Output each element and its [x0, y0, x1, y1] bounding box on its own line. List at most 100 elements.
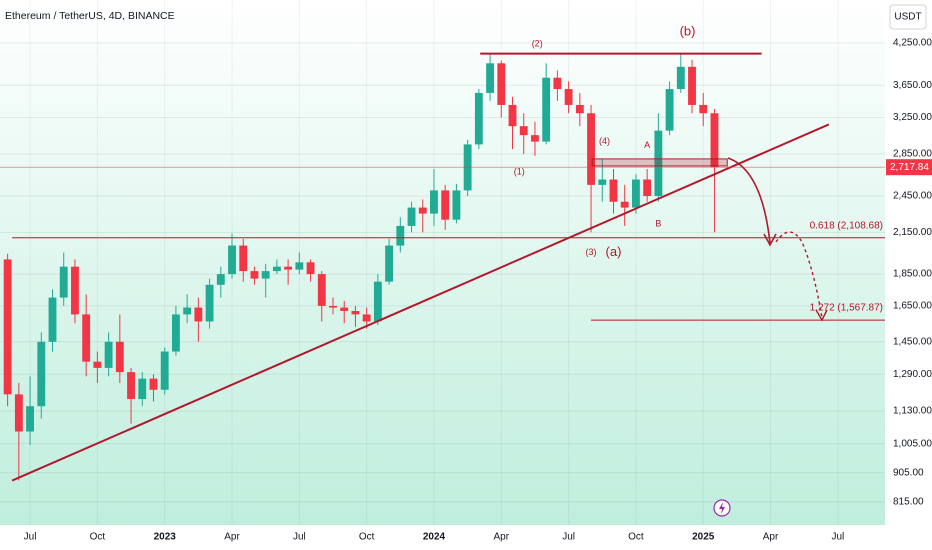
wave-label: (3) [586, 247, 597, 257]
candle-body [598, 179, 607, 185]
last-price-label: 2,717.84 [890, 162, 929, 173]
y-tick-label: 1,290.00 [893, 369, 932, 380]
y-tick-label: 1,005.00 [893, 438, 932, 449]
candle-body [284, 266, 293, 270]
candle-body [542, 77, 551, 142]
x-tick-label: Jul [24, 532, 37, 543]
candle-body [676, 66, 685, 90]
drawings: 0.618 (2,108.68) 1.272 (1,567.87) (2) (b) (1… [0, 23, 885, 482]
candle-body [250, 271, 259, 279]
candle-body [228, 245, 236, 275]
x-tick-label: 2024 [423, 532, 446, 543]
wave-label: (2) [532, 39, 543, 49]
x-tick-label: Oct [628, 532, 644, 543]
wave-label: B [655, 218, 661, 228]
candle-body [497, 63, 506, 105]
candle-body [194, 307, 203, 322]
candle-body [407, 207, 416, 226]
candle-body [306, 262, 315, 275]
candle-body [430, 190, 438, 214]
y-tick-label: 2,150.00 [893, 227, 932, 238]
candle-body [329, 305, 337, 308]
candle-body [620, 201, 629, 208]
candle-body [295, 262, 304, 270]
wave-label: (1) [514, 166, 525, 176]
trend-line [11, 123, 830, 482]
candle-body [531, 135, 539, 142]
fib-label: 0.618 (2,108.68) [810, 220, 883, 231]
candle-body [205, 284, 214, 322]
currency: USDT [894, 12, 921, 23]
candle-body [261, 271, 270, 279]
candle-body [26, 406, 34, 432]
lightning [719, 502, 725, 514]
wave-label: (4) [599, 136, 610, 146]
candle-body [396, 225, 405, 246]
x-tick-label: Apr [224, 532, 240, 543]
candle-body [115, 341, 124, 373]
y-tick-label: 2,850.00 [893, 149, 932, 160]
projection-arrow-dashed [775, 231, 823, 319]
y-tick-label: 1,850.00 [893, 269, 932, 280]
candle-body [665, 89, 674, 131]
candle-body [688, 66, 696, 105]
candle-body [587, 113, 595, 185]
last-price-tag [886, 159, 932, 176]
candle-body [643, 179, 652, 197]
candle-body [48, 297, 57, 342]
x-tick-label: Apr [494, 532, 510, 543]
x-tick-label: 2023 [154, 532, 177, 543]
projection-arrow [727, 157, 771, 244]
candle-body [553, 77, 562, 90]
price-axis-background [885, 0, 932, 550]
candle-body [654, 130, 663, 197]
candle-body [564, 89, 573, 105]
candle-body [609, 179, 618, 202]
candle-body [272, 266, 281, 272]
y-tick-label: 4,250.00 [893, 38, 932, 49]
plot-background [0, 0, 885, 525]
candle-body [474, 92, 483, 145]
x-tick-label: Jul [293, 532, 306, 543]
candle-body [71, 266, 79, 315]
candle-body [183, 307, 192, 315]
candle-body [127, 372, 135, 400]
wave-label: A [644, 140, 650, 150]
candle-body [37, 341, 46, 407]
candle-body [519, 126, 528, 136]
currency-button[interactable] [889, 4, 927, 30]
candle-body [3, 259, 12, 395]
candle-body [351, 310, 360, 315]
candle-body [239, 245, 248, 272]
candle-body [385, 245, 394, 282]
candle-body [486, 63, 494, 93]
x-tick-label: Jul [562, 532, 575, 543]
wave-label: (b) [680, 23, 696, 38]
fib-label: 1.272 (1,567.87) [810, 303, 883, 314]
y-tick-label: 1,450.00 [893, 336, 932, 347]
candle-body [362, 314, 371, 322]
candle-body [452, 190, 461, 220]
y-tick-label: 3,250.00 [893, 112, 932, 123]
time-axis-background [0, 525, 885, 550]
candle-body [82, 314, 91, 362]
candle-body [93, 361, 102, 368]
candle-body [699, 104, 708, 114]
candle-body [508, 104, 517, 127]
y-tick-label: 1,130.00 [893, 406, 932, 417]
candle-body [575, 104, 584, 114]
x-tick-label: Oct [359, 532, 375, 543]
x-tick-label: Oct [90, 532, 106, 543]
candle-body [59, 266, 68, 298]
supply-zone [591, 158, 728, 167]
chart-title: Ethereum / TetherUS, 4D, BINANCE [5, 10, 175, 22]
candle-body [373, 281, 382, 322]
x-tick-label: Jul [831, 532, 844, 543]
arrow-head [763, 233, 777, 247]
wave-label: (a) [606, 244, 622, 259]
arrow-head [815, 309, 828, 322]
x-tick-label: 2025 [692, 532, 715, 543]
candle-body [418, 207, 427, 214]
y-tick-label: 3,650.00 [893, 80, 932, 91]
candle-body [14, 394, 23, 432]
